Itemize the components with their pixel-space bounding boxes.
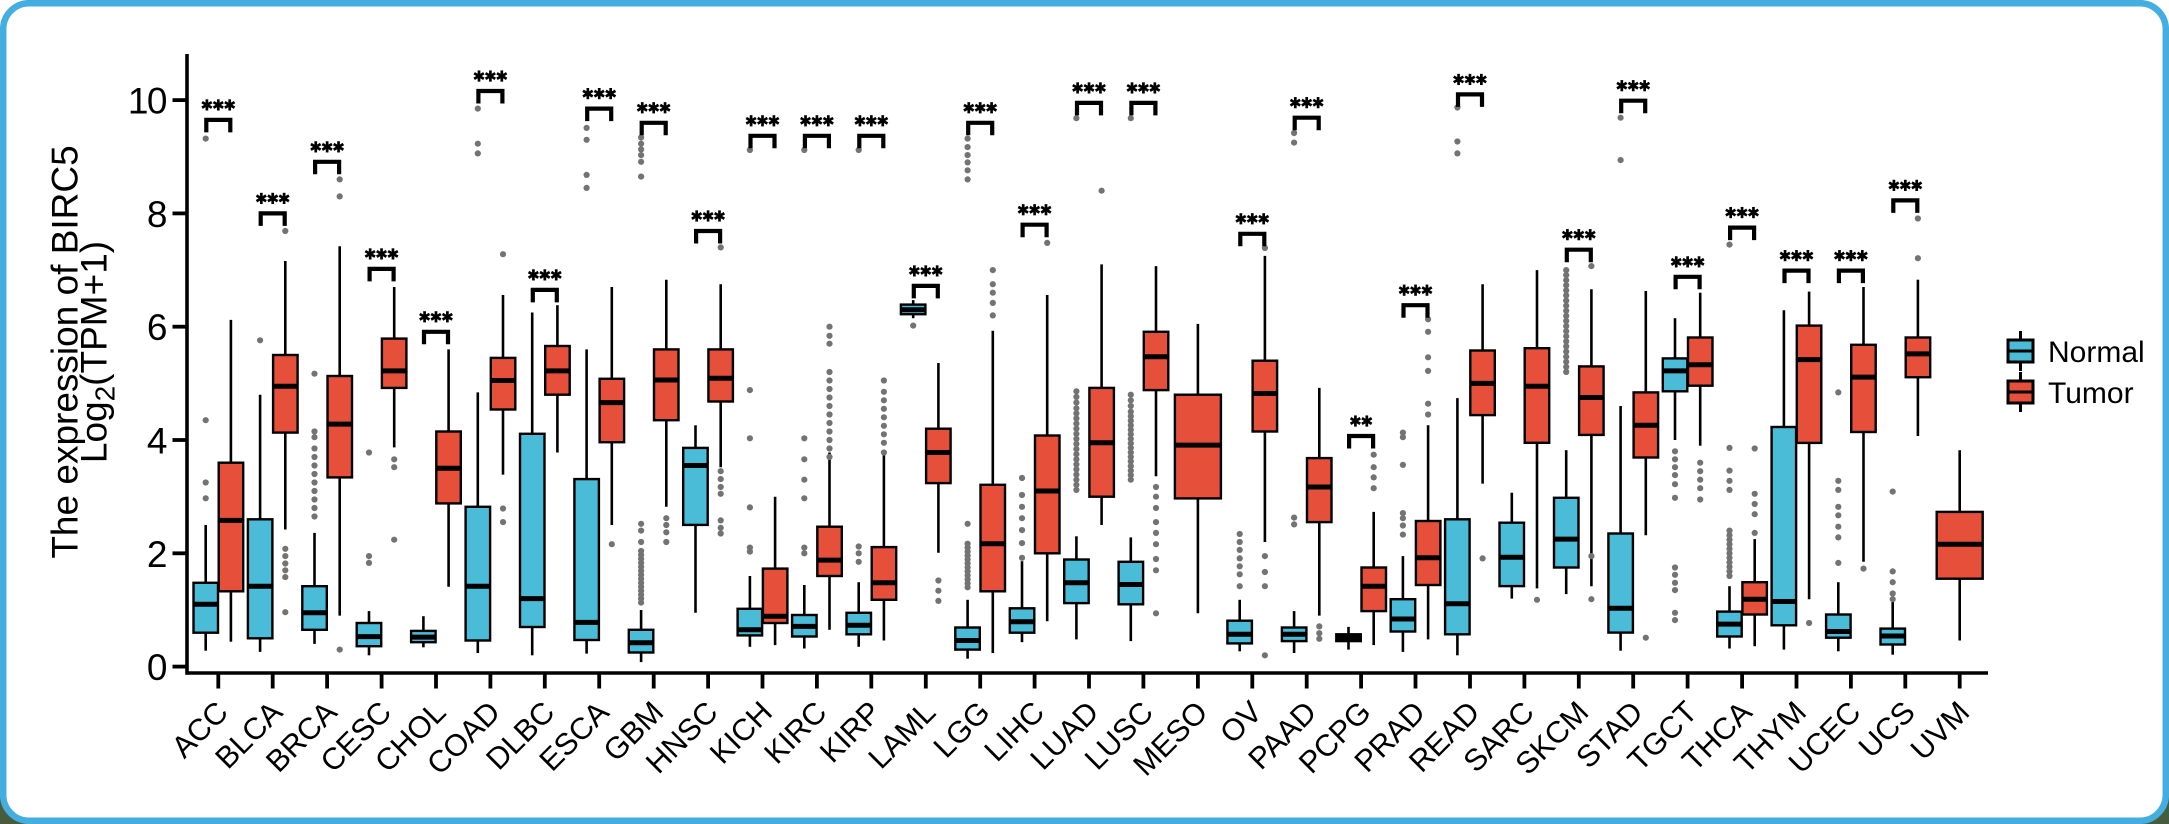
- svg-text:0: 0: [147, 647, 167, 688]
- svg-text:The expression of BIRC5: The expression of BIRC5: [45, 145, 86, 558]
- svg-text:8: 8: [147, 194, 166, 235]
- svg-text:6: 6: [147, 307, 166, 348]
- svg-text:4: 4: [147, 421, 167, 462]
- svg-text:Normal: Normal: [2048, 336, 2145, 369]
- svg-text:Tumor: Tumor: [2048, 377, 2134, 410]
- svg-text:Log2(TPM+1): Log2(TPM+1): [74, 241, 121, 463]
- svg-text:10: 10: [128, 81, 167, 122]
- svg-text:2: 2: [147, 534, 166, 575]
